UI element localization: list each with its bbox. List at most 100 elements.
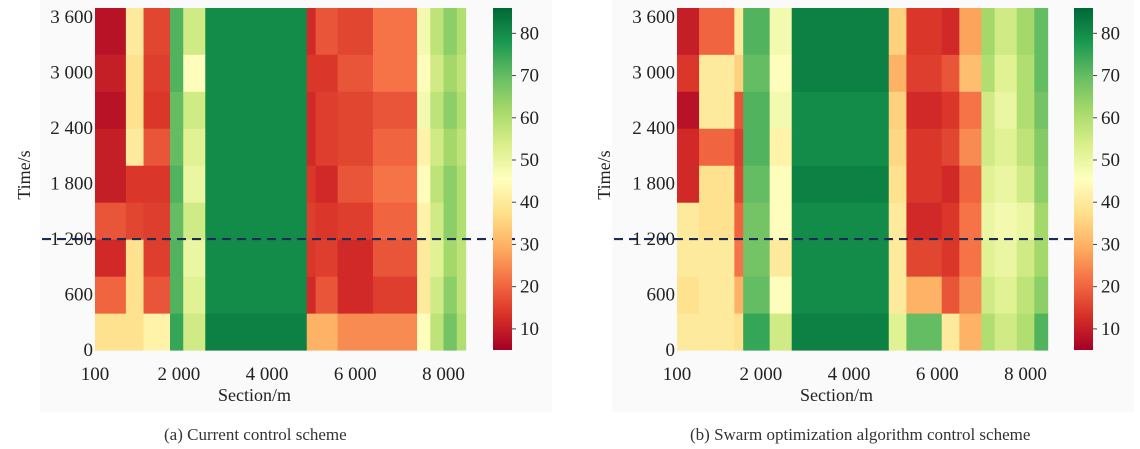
heatmap-cell [734, 165, 744, 203]
heatmap-cell [417, 128, 431, 166]
heatmap-cell [981, 165, 996, 203]
heatmap-cell [734, 313, 744, 351]
caption-a: (a) Current control scheme [164, 425, 347, 444]
heatmap-cell [959, 165, 983, 203]
heatmap-cell [981, 276, 996, 314]
heatmap-cell [959, 202, 983, 240]
heatmap-cell [906, 313, 943, 351]
heatmap-cell [170, 8, 184, 55]
heatmap-cell [337, 202, 374, 240]
colorbar-tick-label: 50 [520, 150, 539, 171]
heatmap-cell [906, 202, 943, 240]
heatmap-cell [769, 54, 793, 92]
heatmap-cell [315, 128, 339, 166]
heatmap-cell [677, 54, 700, 92]
x-axis-label: Section/m [800, 385, 873, 405]
heatmap-cell [306, 128, 317, 166]
heatmap-cell [372, 128, 418, 166]
heatmap-cell [306, 313, 317, 351]
heatmap-cell [170, 313, 184, 351]
heatmap-cell [677, 239, 700, 277]
heatmap-cell [791, 54, 890, 92]
y-axis-label: Time/s [594, 150, 614, 199]
heatmap-cell [170, 91, 184, 129]
heatmap-cell [183, 276, 206, 314]
heatmap-cell [941, 8, 960, 55]
heatmap-cell [95, 313, 127, 351]
heatmap-cell [95, 202, 127, 240]
heatmap-cell [306, 54, 317, 92]
heatmap-cell [183, 165, 206, 203]
heatmap-cell [430, 313, 445, 351]
heatmap-cell [994, 91, 1018, 129]
y-tick-label: 3 000 [632, 63, 675, 84]
heatmap-cell [906, 276, 943, 314]
heatmap-cell [205, 239, 308, 277]
heatmap-cell [417, 54, 431, 92]
y-tick-label: 0 [84, 340, 94, 361]
heatmap-cell [170, 128, 184, 166]
colorbar-tick-label: 60 [520, 108, 539, 129]
heatmap-cell [372, 54, 418, 92]
colorbar-tick-label: 10 [520, 319, 539, 340]
heatmap-cell [959, 54, 983, 92]
heatmap-cell [743, 8, 771, 55]
heatmap-cell [315, 202, 339, 240]
heatmap-cell [941, 276, 960, 314]
heatmap-cell [699, 202, 735, 240]
heatmap-cell [1016, 8, 1035, 55]
heatmap-cell [1034, 8, 1049, 55]
heatmap-cell [1016, 239, 1035, 277]
heatmap-cell [443, 54, 458, 92]
heatmap-cell [430, 165, 445, 203]
heatmap-cell [941, 313, 960, 351]
heatmap-cell [430, 8, 445, 55]
heatmap-cell [95, 91, 127, 129]
heatmap-cell [743, 165, 771, 203]
heatmap-cell [456, 8, 467, 55]
heatmap-cell [888, 91, 908, 129]
heatmap-cell [1016, 276, 1035, 314]
heatmap-cell [205, 165, 308, 203]
heatmap-cell [743, 54, 771, 92]
heatmap-cell [1034, 165, 1049, 203]
colorbar-tick-label: 50 [1101, 150, 1120, 171]
heatmap-cell [337, 8, 374, 55]
heatmap-cell [699, 276, 735, 314]
heatmap-cell [337, 54, 374, 92]
y-tick-label: 3 000 [50, 63, 93, 84]
heatmap-cell [170, 165, 184, 203]
x-tick-label: 8 000 [1004, 364, 1047, 385]
heatmap-cell [734, 54, 744, 92]
heatmap-cell [417, 91, 431, 129]
heatmap-cell [743, 128, 771, 166]
heatmap-cell [959, 276, 983, 314]
heatmap-cell [205, 202, 308, 240]
heatmap-cell [443, 128, 458, 166]
x-tick-label: 6 000 [334, 364, 377, 385]
heatmap-cell [143, 128, 171, 166]
heatmap-cell [125, 54, 145, 92]
heatmap-cell [143, 202, 171, 240]
heatmap-cell [1034, 128, 1049, 166]
heatmap-cell [1016, 202, 1035, 240]
heatmap-cell [994, 8, 1018, 55]
x-tick-label: 2 000 [739, 364, 782, 385]
heatmap-cell [734, 91, 744, 129]
heatmap-cell [769, 239, 793, 277]
heatmap-cell [306, 276, 317, 314]
heatmap-cell [677, 165, 700, 203]
heatmap-cell [1034, 239, 1049, 277]
heatmap-cell [906, 239, 943, 277]
y-tick-label: 2 400 [50, 118, 93, 139]
heatmap-cell [888, 202, 908, 240]
heatmap-cell [699, 313, 735, 351]
heatmap-cell [456, 313, 467, 351]
heatmap-cell [337, 91, 374, 129]
heatmap-cell [456, 202, 467, 240]
caption-b: (b) Swarm optimization algorithm control… [690, 425, 1031, 444]
heatmap-cell [677, 91, 700, 129]
heatmap-cell [743, 202, 771, 240]
heatmap-cell [699, 91, 735, 129]
heatmap-cell [337, 165, 374, 203]
